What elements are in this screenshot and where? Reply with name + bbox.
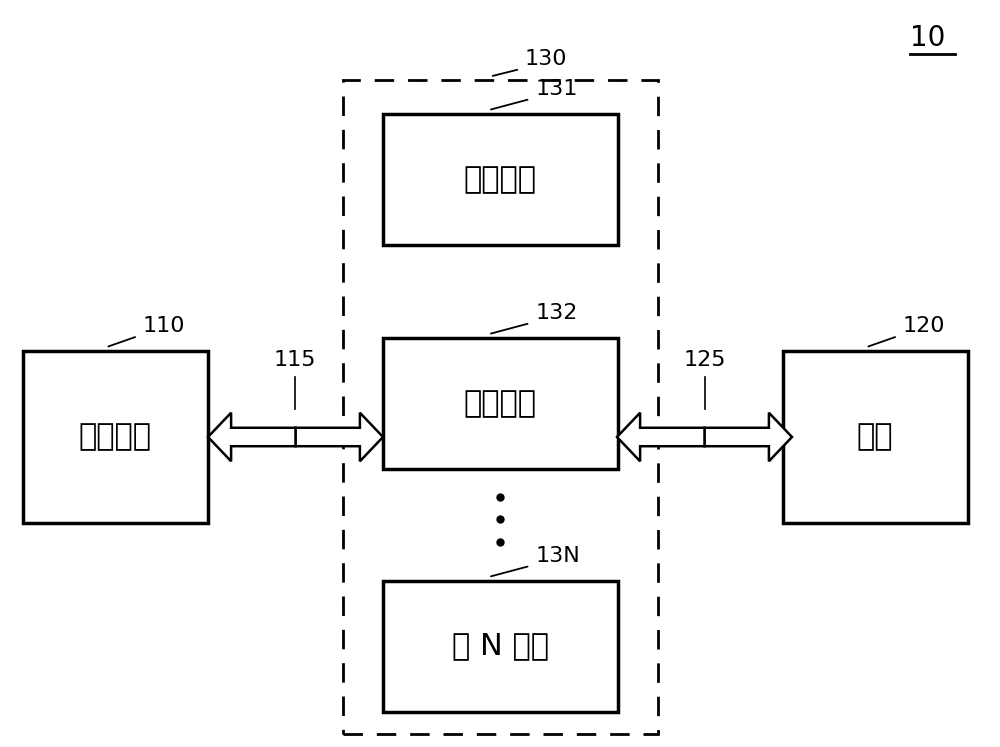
Text: 第 N 卫星: 第 N 卫星 [452,632,548,660]
Bar [782,351,968,523]
Text: 110: 110 [143,316,185,336]
Text: 115: 115 [274,350,316,370]
Text: 基站: 基站 [857,423,893,451]
Text: 125: 125 [684,350,726,370]
Bar [382,581,618,711]
Polygon shape [704,412,792,462]
Bar [382,114,618,245]
Bar [23,351,208,523]
Text: 第一卫星: 第一卫星 [464,165,536,193]
Polygon shape [296,412,383,462]
Text: 用户终端: 用户终端 [78,423,152,451]
Polygon shape [617,412,704,462]
Text: 13N: 13N [535,546,580,566]
Text: 132: 132 [535,303,578,323]
Text: 第二卫星: 第二卫星 [464,389,536,418]
Bar [342,81,658,734]
Text: 131: 131 [535,79,578,99]
Text: 130: 130 [525,49,568,69]
Text: 10: 10 [910,25,945,52]
Bar [382,338,618,469]
Text: 120: 120 [903,316,945,336]
Polygon shape [208,412,296,462]
